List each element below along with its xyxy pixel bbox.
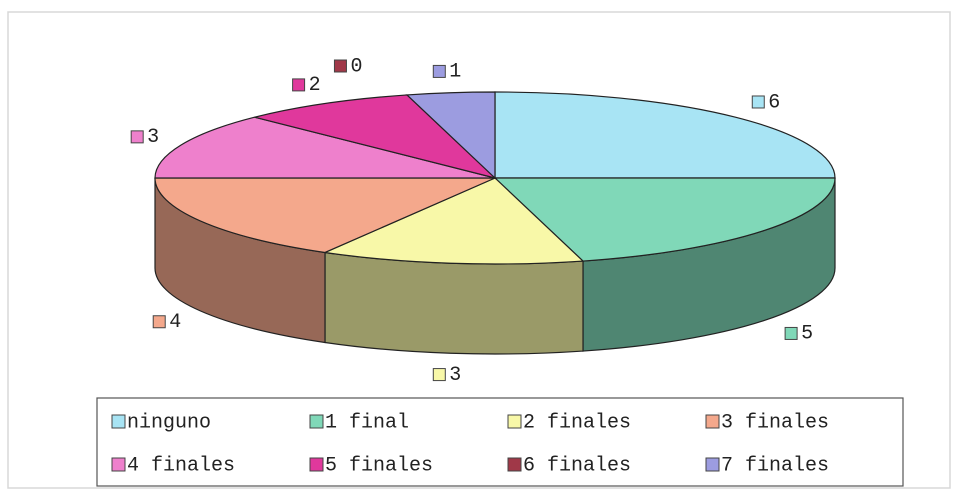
legend-key	[507, 457, 522, 472]
data-label: 2	[309, 74, 321, 97]
label-key	[432, 64, 446, 78]
legend-label: 2 finales	[523, 411, 631, 434]
data-label: 1	[449, 61, 461, 84]
label-key	[292, 78, 306, 92]
legend-key	[111, 457, 126, 472]
legend-key	[507, 414, 522, 429]
legend-key	[705, 414, 720, 429]
data-label: 0	[350, 55, 362, 78]
legend-key	[705, 457, 720, 472]
slice	[405, 91, 496, 180]
slice	[154, 177, 496, 254]
slice-side	[324, 251, 584, 355]
legend-label: 5 finales	[325, 454, 433, 477]
label-key	[333, 59, 347, 73]
legend-box	[96, 397, 904, 487]
data-label: 3	[147, 126, 159, 149]
label-key	[751, 95, 765, 109]
legend-label: 6 finales	[523, 454, 631, 477]
slice	[494, 91, 836, 179]
slice	[254, 94, 498, 180]
label-key	[432, 368, 446, 382]
legend-label: 3 finales	[721, 411, 829, 434]
legend-label: 7 finales	[721, 454, 829, 477]
slice	[493, 177, 836, 262]
data-label: 3	[449, 364, 461, 387]
legend-key	[309, 457, 324, 472]
legend-label: 1 final	[325, 411, 409, 434]
data-label: 4	[169, 311, 181, 334]
label-key	[130, 130, 144, 144]
data-label: 6	[768, 91, 780, 114]
legend-key	[309, 414, 324, 429]
label-key	[784, 326, 798, 340]
slice	[154, 116, 496, 179]
slice	[322, 177, 585, 265]
legend-key	[111, 414, 126, 429]
label-key	[152, 315, 166, 329]
legend-label: ninguno	[127, 411, 211, 434]
legend-label: 4 finales	[127, 454, 235, 477]
data-label: 5	[801, 323, 813, 346]
